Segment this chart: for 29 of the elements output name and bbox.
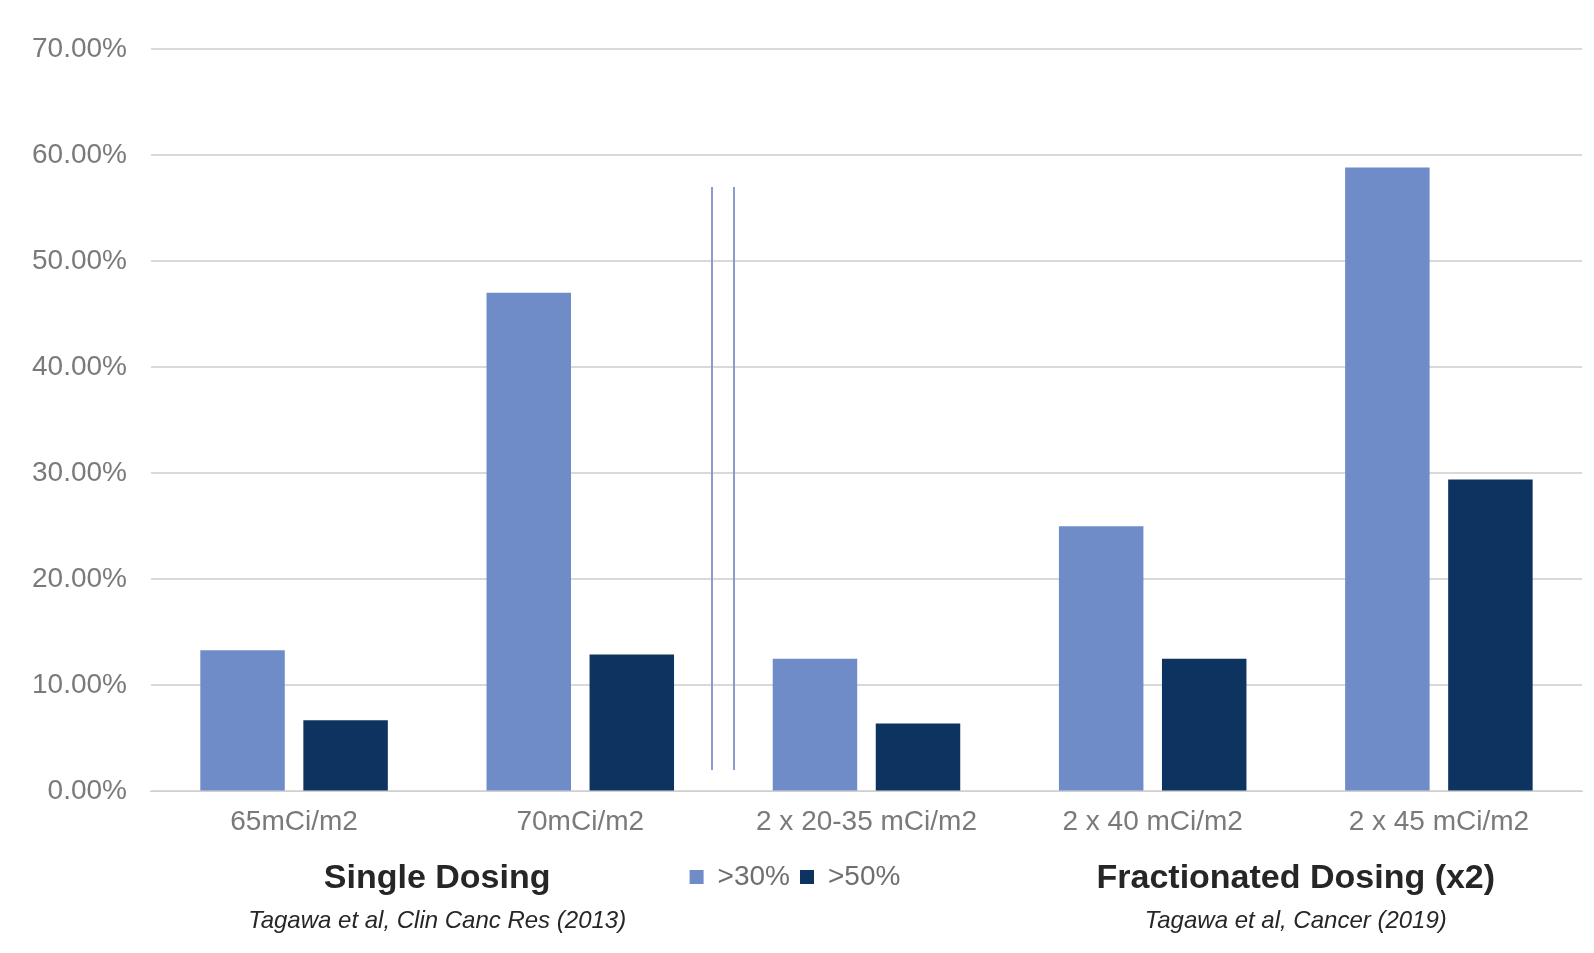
bar [486,292,571,791]
y-tick-label: 0.00% [47,774,127,806]
x-tick-label: 2 x 20-35 mCi/m2 [756,804,977,836]
y-tick-label: 40.00% [32,349,127,381]
legend-label: >50% [828,859,901,891]
y-tick-label: 50.00% [32,243,127,275]
y-tick-label: 30.00% [32,455,127,487]
bar [200,650,285,791]
bar [772,658,858,791]
bar [1448,479,1533,791]
text: Tagawa et al, Clin Canc Res (2013) [248,905,627,933]
y-tick-label: 70.00% [32,31,127,63]
text: Tagawa et al, Cancer (2019) [1144,905,1447,933]
bar [875,723,961,791]
x-tick-label: 70mCi/m2 [516,804,645,836]
bar [1345,167,1430,791]
bar [1161,658,1247,791]
bar [1058,526,1144,791]
bar [589,654,675,791]
bar [303,720,388,791]
y-tick-label: 10.00% [32,668,127,700]
y-tick-label: 60.00% [32,137,127,169]
legend-label: >30% [717,859,791,891]
text: Fractionated Dosing (x2) [1096,857,1496,896]
y-tick-label: 20.00% [32,561,127,593]
x-tick-label: 2 x 45 mCi/m2 [1348,804,1530,836]
x-tick-label: 2 x 40 mCi/m2 [1062,804,1243,836]
text: Single Dosing [323,857,551,896]
x-tick-label: 65mCi/m2 [230,804,358,836]
